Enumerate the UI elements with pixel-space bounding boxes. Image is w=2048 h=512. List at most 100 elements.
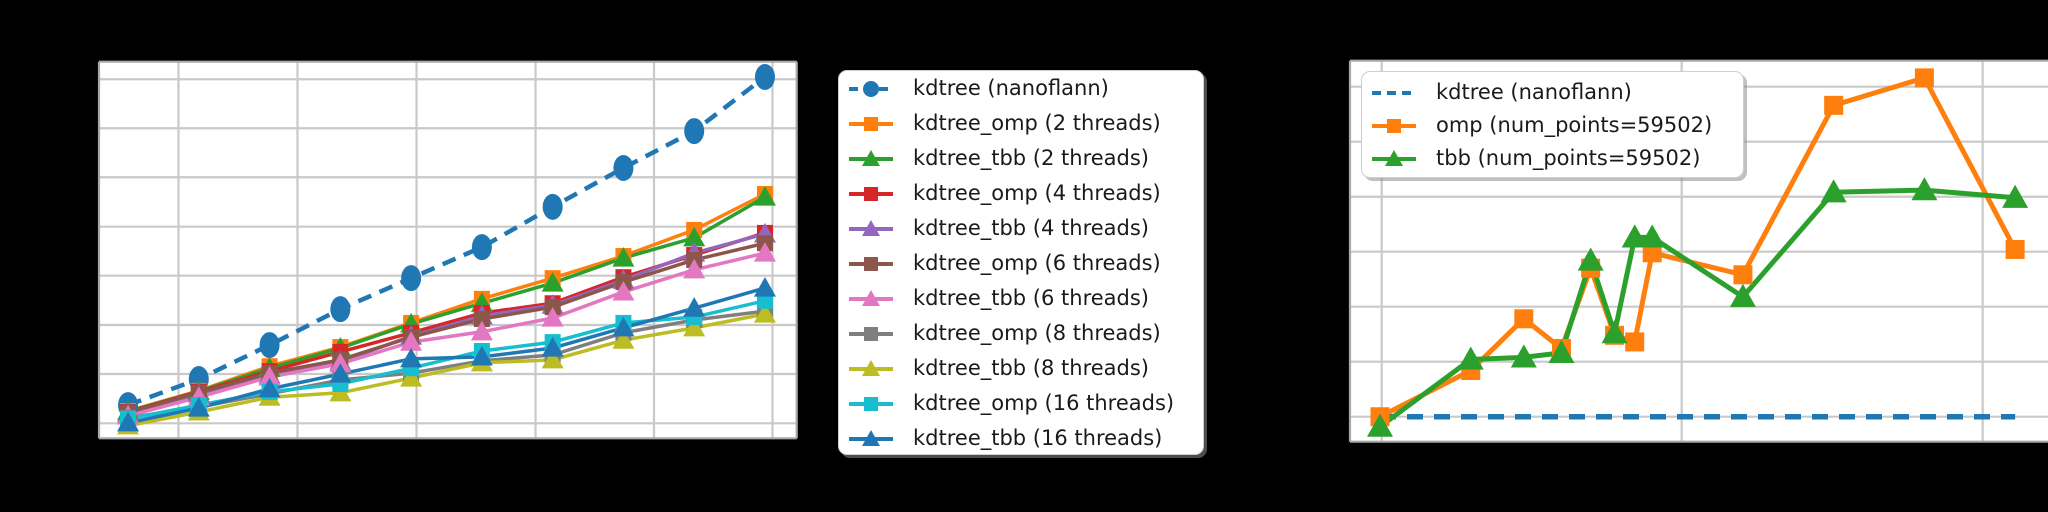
plot-spines <box>1348 59 2048 443</box>
circle-marker-icon <box>259 332 280 359</box>
legend-item-label: kdtree_tbb (2 threads) <box>913 146 1150 170</box>
legend-item: kdtree_tbb (6 threads) <box>839 281 1203 316</box>
legend-item-label: kdtree_omp (16 threads) <box>913 391 1175 415</box>
series-line <box>127 241 766 415</box>
triangle-marker-icon <box>612 316 635 337</box>
square-marker-icon <box>1824 95 1844 115</box>
square-marker-icon <box>1372 118 1416 133</box>
series-markers-kdtree-tbb-16-threads <box>117 277 776 432</box>
circle-marker-icon <box>330 296 351 323</box>
series-line <box>127 251 766 418</box>
triangle-marker-icon <box>612 329 635 349</box>
square-marker-icon <box>1642 243 1662 263</box>
series-line <box>127 286 766 425</box>
triangle-marker-icon <box>541 272 564 292</box>
triangle-marker-icon <box>1548 339 1575 364</box>
triangle-marker-icon <box>1577 247 1604 271</box>
legend-item-label: kdtree_tbb (8 threads) <box>913 356 1150 380</box>
triangle-marker-icon <box>470 345 493 366</box>
triangle-marker-icon <box>683 258 706 279</box>
series-markers-kdtree-nanoflann <box>118 63 775 419</box>
square-marker-icon <box>849 256 893 271</box>
square-marker-icon <box>849 326 893 341</box>
triangle-marker-icon <box>753 277 776 297</box>
triangle-marker-icon <box>470 320 493 341</box>
series-kdtree-tbb-6-threads <box>127 251 766 418</box>
legend-item: tbb (num_points=59502) <box>1362 142 1743 175</box>
legend-item: kdtree_omp (6 threads) <box>839 246 1203 281</box>
triangle-marker-icon <box>849 149 893 166</box>
series-kdtree-nanoflann <box>127 75 767 408</box>
series-line <box>127 75 767 408</box>
triangle-marker-icon <box>683 316 706 337</box>
series-line <box>1378 187 2016 429</box>
triangle-marker-icon <box>849 429 893 446</box>
triangle-marker-icon <box>329 352 352 373</box>
series-kdtree-tbb-16-threads <box>127 286 766 425</box>
triangle-marker-icon <box>849 219 893 236</box>
legend-item-label: kdtree (nanoflann) <box>1436 80 1632 104</box>
triangle-marker-icon <box>1601 320 1628 344</box>
triangle-marker-icon <box>1729 283 1756 307</box>
legend-item-label: kdtree_omp (8 threads) <box>913 321 1161 345</box>
square-marker-icon <box>2005 239 2025 259</box>
triangle-marker-icon <box>1457 346 1484 370</box>
plot-spines <box>97 60 798 440</box>
triangle-marker-icon <box>753 242 776 262</box>
square-marker-icon <box>1514 309 1534 329</box>
legend-item-label: kdtree_omp (2 threads) <box>913 111 1161 135</box>
square-marker-icon <box>756 292 773 309</box>
series-kdtree-tbb-8-threads <box>127 312 766 428</box>
triangle-marker-icon <box>1372 149 1416 166</box>
kdtree-build-time-vs-num-points-plot <box>97 60 798 440</box>
triangle-marker-icon <box>329 363 352 383</box>
circle-marker-icon <box>401 265 422 292</box>
series-tbb-num-points-59502 <box>1378 187 2016 429</box>
right-legend: kdtree (nanoflann) omp (num_points=59502)… <box>1361 71 1744 178</box>
legend-item: kdtree_omp (2 threads) <box>839 106 1203 141</box>
legend-item: kdtree_tbb (2 threads) <box>839 141 1203 176</box>
triangle-marker-icon <box>753 303 776 323</box>
legend-item-label: kdtree_omp (6 threads) <box>913 251 1161 275</box>
series-markers-tbb-num-points-59502 <box>1367 177 2029 437</box>
legend-item: kdtree_omp (16 threads) <box>839 386 1203 421</box>
square-marker-icon <box>849 116 893 131</box>
circle-marker-icon <box>613 154 634 181</box>
legend-item-label: omp (num_points=59502) <box>1436 113 1713 137</box>
triangle-marker-icon <box>1367 413 1393 437</box>
left-legend: kdtree (nanoflann) kdtree_omp (2 threads)… <box>838 70 1204 455</box>
plot-area <box>99 61 797 439</box>
triangle-marker-icon <box>1820 179 1847 203</box>
triangle-marker-icon <box>117 411 140 432</box>
legend-item: kdtree_tbb (4 threads) <box>839 211 1203 246</box>
legend-item: kdtree_omp (8 threads) <box>839 316 1203 351</box>
legend-item: kdtree_tbb (8 threads) <box>839 351 1203 386</box>
triangle-marker-icon <box>753 185 776 206</box>
triangle-marker-icon <box>1639 224 1666 248</box>
square-marker-icon <box>1914 68 1934 88</box>
triangle-marker-icon <box>849 289 893 306</box>
square-marker-icon <box>1625 332 1645 352</box>
circle-marker-icon <box>754 63 775 90</box>
triangle-marker-icon <box>258 366 281 386</box>
legend-item-label: kdtree_tbb (4 threads) <box>913 216 1150 240</box>
legend-item-label: kdtree_tbb (16 threads) <box>913 426 1163 450</box>
legend-item-label: kdtree (nanoflann) <box>913 76 1109 100</box>
triangle-marker-icon <box>849 359 893 376</box>
triangle-marker-icon <box>400 347 423 368</box>
triangle-marker-icon <box>683 297 706 317</box>
triangle-marker-icon <box>258 377 281 398</box>
triangle-marker-icon <box>541 307 564 327</box>
triangle-marker-icon <box>683 226 706 247</box>
legend-item-label: kdtree_omp (4 threads) <box>913 181 1161 205</box>
series-line <box>127 309 766 420</box>
legend-item: kdtree_tbb (16 threads) <box>839 421 1203 456</box>
triangle-marker-icon <box>1911 177 1938 201</box>
legend-item: kdtree (nanoflann) <box>839 71 1203 106</box>
series-kdtree-omp-8-threads <box>127 309 766 420</box>
legend-item: kdtree_omp (4 threads) <box>839 176 1203 211</box>
triangle-marker-icon <box>541 348 564 369</box>
circle-marker-icon <box>684 118 705 145</box>
